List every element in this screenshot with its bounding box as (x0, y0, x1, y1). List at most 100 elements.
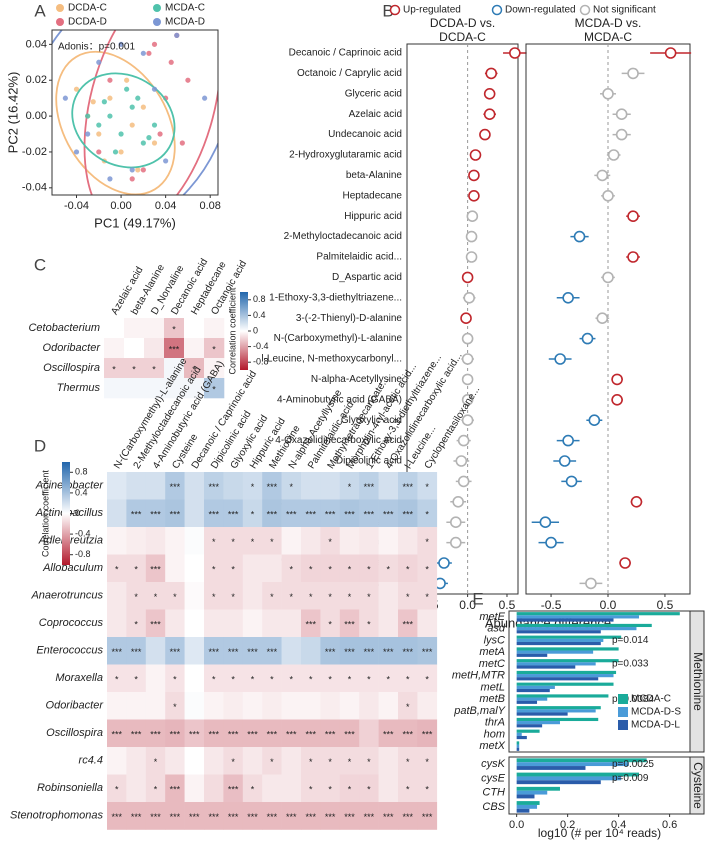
heat-cell (204, 499, 224, 528)
data-point (151, 140, 158, 146)
heat-cell (126, 692, 147, 720)
significance-mark: *** (305, 730, 316, 740)
plot-frame (51, 29, 219, 196)
heat-cell (320, 499, 341, 528)
significance-mark: * (348, 565, 352, 575)
data-point (539, 516, 552, 529)
significance-mark: *** (383, 730, 394, 740)
data-point (124, 77, 130, 83)
significance-mark: *** (208, 482, 219, 492)
significance-mark: * (290, 565, 294, 575)
colorbar-tick-label: -0.4 (75, 528, 91, 538)
heat-cell (320, 747, 341, 775)
bar (516, 747, 520, 751)
data-point (558, 455, 571, 467)
heat-cell (184, 609, 205, 638)
significance-mark: * (212, 537, 216, 547)
row-label: Moraxella (55, 672, 103, 684)
heat-cell (339, 472, 360, 500)
heat-cell (320, 692, 341, 720)
bar (516, 641, 601, 646)
heat-cell (165, 802, 185, 830)
significance-mark: * (212, 592, 216, 602)
heat-cell (184, 358, 205, 379)
significance-mark: *** (208, 510, 219, 520)
heat-cell (145, 472, 166, 500)
data-point (545, 536, 557, 549)
legend-swatch (56, 18, 64, 26)
data-point (96, 149, 102, 155)
heat-cell (107, 802, 127, 830)
significance-mark: *** (344, 647, 355, 657)
heat-cell (184, 338, 205, 359)
y-axis-title: PC2 (16.42%) (5, 72, 20, 154)
significance-mark: *** (228, 785, 239, 795)
data-point (450, 536, 462, 549)
category-label: cysE (481, 772, 506, 784)
heat-cell (223, 802, 244, 830)
bar (516, 776, 622, 781)
category-label: metE (479, 611, 505, 623)
heat-cell (242, 582, 263, 610)
significance-mark: *** (208, 730, 219, 740)
significance-mark: *** (286, 510, 297, 520)
heat-cell (417, 747, 438, 775)
p-value: p=0.0084 (612, 694, 654, 705)
heat-cell (378, 692, 399, 720)
heat-cell (262, 527, 282, 555)
heat-cell (107, 609, 127, 638)
heat-cell (107, 774, 127, 803)
colorbar-tick-label: 0.8 (253, 294, 266, 304)
confidence-ellipse (55, 50, 176, 195)
facet-frame (406, 43, 519, 595)
heat-cell (262, 774, 282, 803)
significance-mark: * (231, 592, 235, 602)
significance-mark: * (192, 364, 196, 374)
heat-cell (145, 692, 166, 720)
bar (516, 674, 614, 678)
significance-mark: *** (286, 730, 297, 740)
category-label: N-(Carboxymethyl)-L-alanine (274, 333, 403, 344)
row-label: Oscillospira (46, 727, 103, 739)
heat-cell (144, 358, 165, 379)
significance-mark: *** (170, 510, 181, 520)
heat-cell (242, 747, 263, 775)
legend-label: Down-regulated (505, 5, 576, 16)
heat-cell (184, 318, 205, 339)
heat-cell (204, 527, 224, 555)
x-tick-label: 0.0 (459, 598, 476, 612)
significance-mark: * (173, 675, 177, 685)
heat-cell (107, 499, 127, 528)
significance-mark: * (387, 565, 391, 575)
significance-mark: *** (170, 785, 181, 795)
data-point (483, 88, 496, 100)
category-label: Octanoic / Caprylic acid (297, 68, 402, 79)
heat-cell (262, 499, 282, 528)
data-point (630, 495, 643, 508)
heat-cell (126, 664, 147, 693)
category-label: asd (487, 623, 506, 635)
heat-cell (378, 802, 399, 830)
legend-label: Not significant (593, 5, 656, 16)
bar (516, 762, 629, 767)
heat-cell (339, 692, 360, 720)
data-point (124, 86, 130, 92)
heat-cell (281, 664, 302, 693)
heat-cell (204, 358, 225, 379)
significance-mark: * (231, 565, 235, 575)
data-point (140, 50, 146, 56)
heat-cell (398, 747, 418, 775)
heat-cell (417, 499, 438, 528)
significance-mark: *** (170, 647, 181, 657)
colorbar-tick-label: 0 (75, 508, 80, 518)
row-label: Cetobacterium (28, 322, 100, 334)
category-label: beta-Alanine (346, 170, 403, 181)
heat-cell (281, 499, 302, 528)
heat-cell (165, 637, 185, 665)
heat-cell (204, 774, 224, 803)
heat-cell (145, 554, 166, 583)
heat-cell (339, 774, 360, 803)
data-point (112, 149, 119, 155)
significance-mark: * (309, 592, 313, 602)
heat-cell (204, 609, 224, 638)
